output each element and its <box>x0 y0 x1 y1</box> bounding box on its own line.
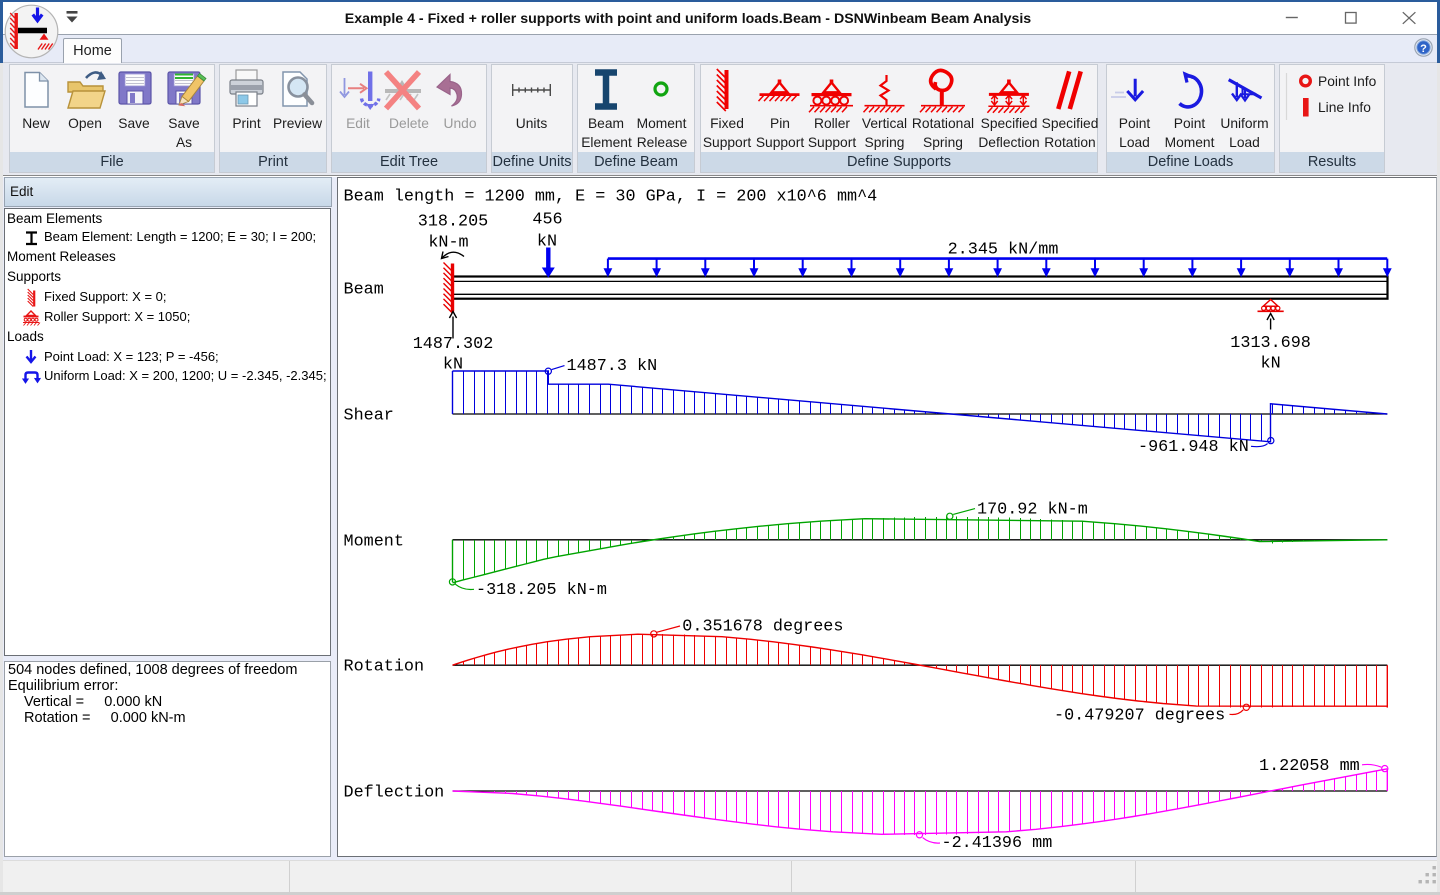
svg-text:Rotation: Rotation <box>344 658 425 677</box>
svg-text:kN: kN <box>1261 355 1281 374</box>
svg-text:?: ? <box>1420 43 1427 55</box>
svg-text:-2.41396 mm: -2.41396 mm <box>942 834 1053 853</box>
svg-text:0.351678 degrees: 0.351678 degrees <box>682 617 843 636</box>
svg-text:1.22058 mm: 1.22058 mm <box>1259 757 1360 776</box>
svg-text:2.345 kN/mm: 2.345 kN/mm <box>948 241 1059 260</box>
svg-text:Deflection: Deflection <box>344 784 445 803</box>
svg-text:1487.3 kN: 1487.3 kN <box>567 357 658 376</box>
svg-text:Moment: Moment <box>344 532 404 551</box>
svg-text:Beam: Beam <box>344 281 384 300</box>
svg-text:Shear: Shear <box>344 407 394 426</box>
svg-text:-961.948 kN: -961.948 kN <box>1138 438 1249 457</box>
svg-text:170.92 kN-m: 170.92 kN-m <box>977 500 1088 519</box>
svg-text:1313.698: 1313.698 <box>1230 334 1311 353</box>
svg-text:kN: kN <box>443 356 463 375</box>
svg-text:318.205: 318.205 <box>418 213 489 232</box>
svg-text:1487.302: 1487.302 <box>413 335 494 354</box>
svg-text:Beam length = 1200 mm, E = 30: Beam length = 1200 mm, E = 30 GPa, I = 2… <box>344 188 878 207</box>
svg-text:kN: kN <box>537 233 557 252</box>
svg-text:-0.479207 degrees: -0.479207 degrees <box>1054 707 1225 726</box>
svg-text:kN-m: kN-m <box>428 234 468 253</box>
svg-text:456: 456 <box>532 211 562 230</box>
svg-text:-318.205 kN-m: -318.205 kN-m <box>476 581 607 600</box>
